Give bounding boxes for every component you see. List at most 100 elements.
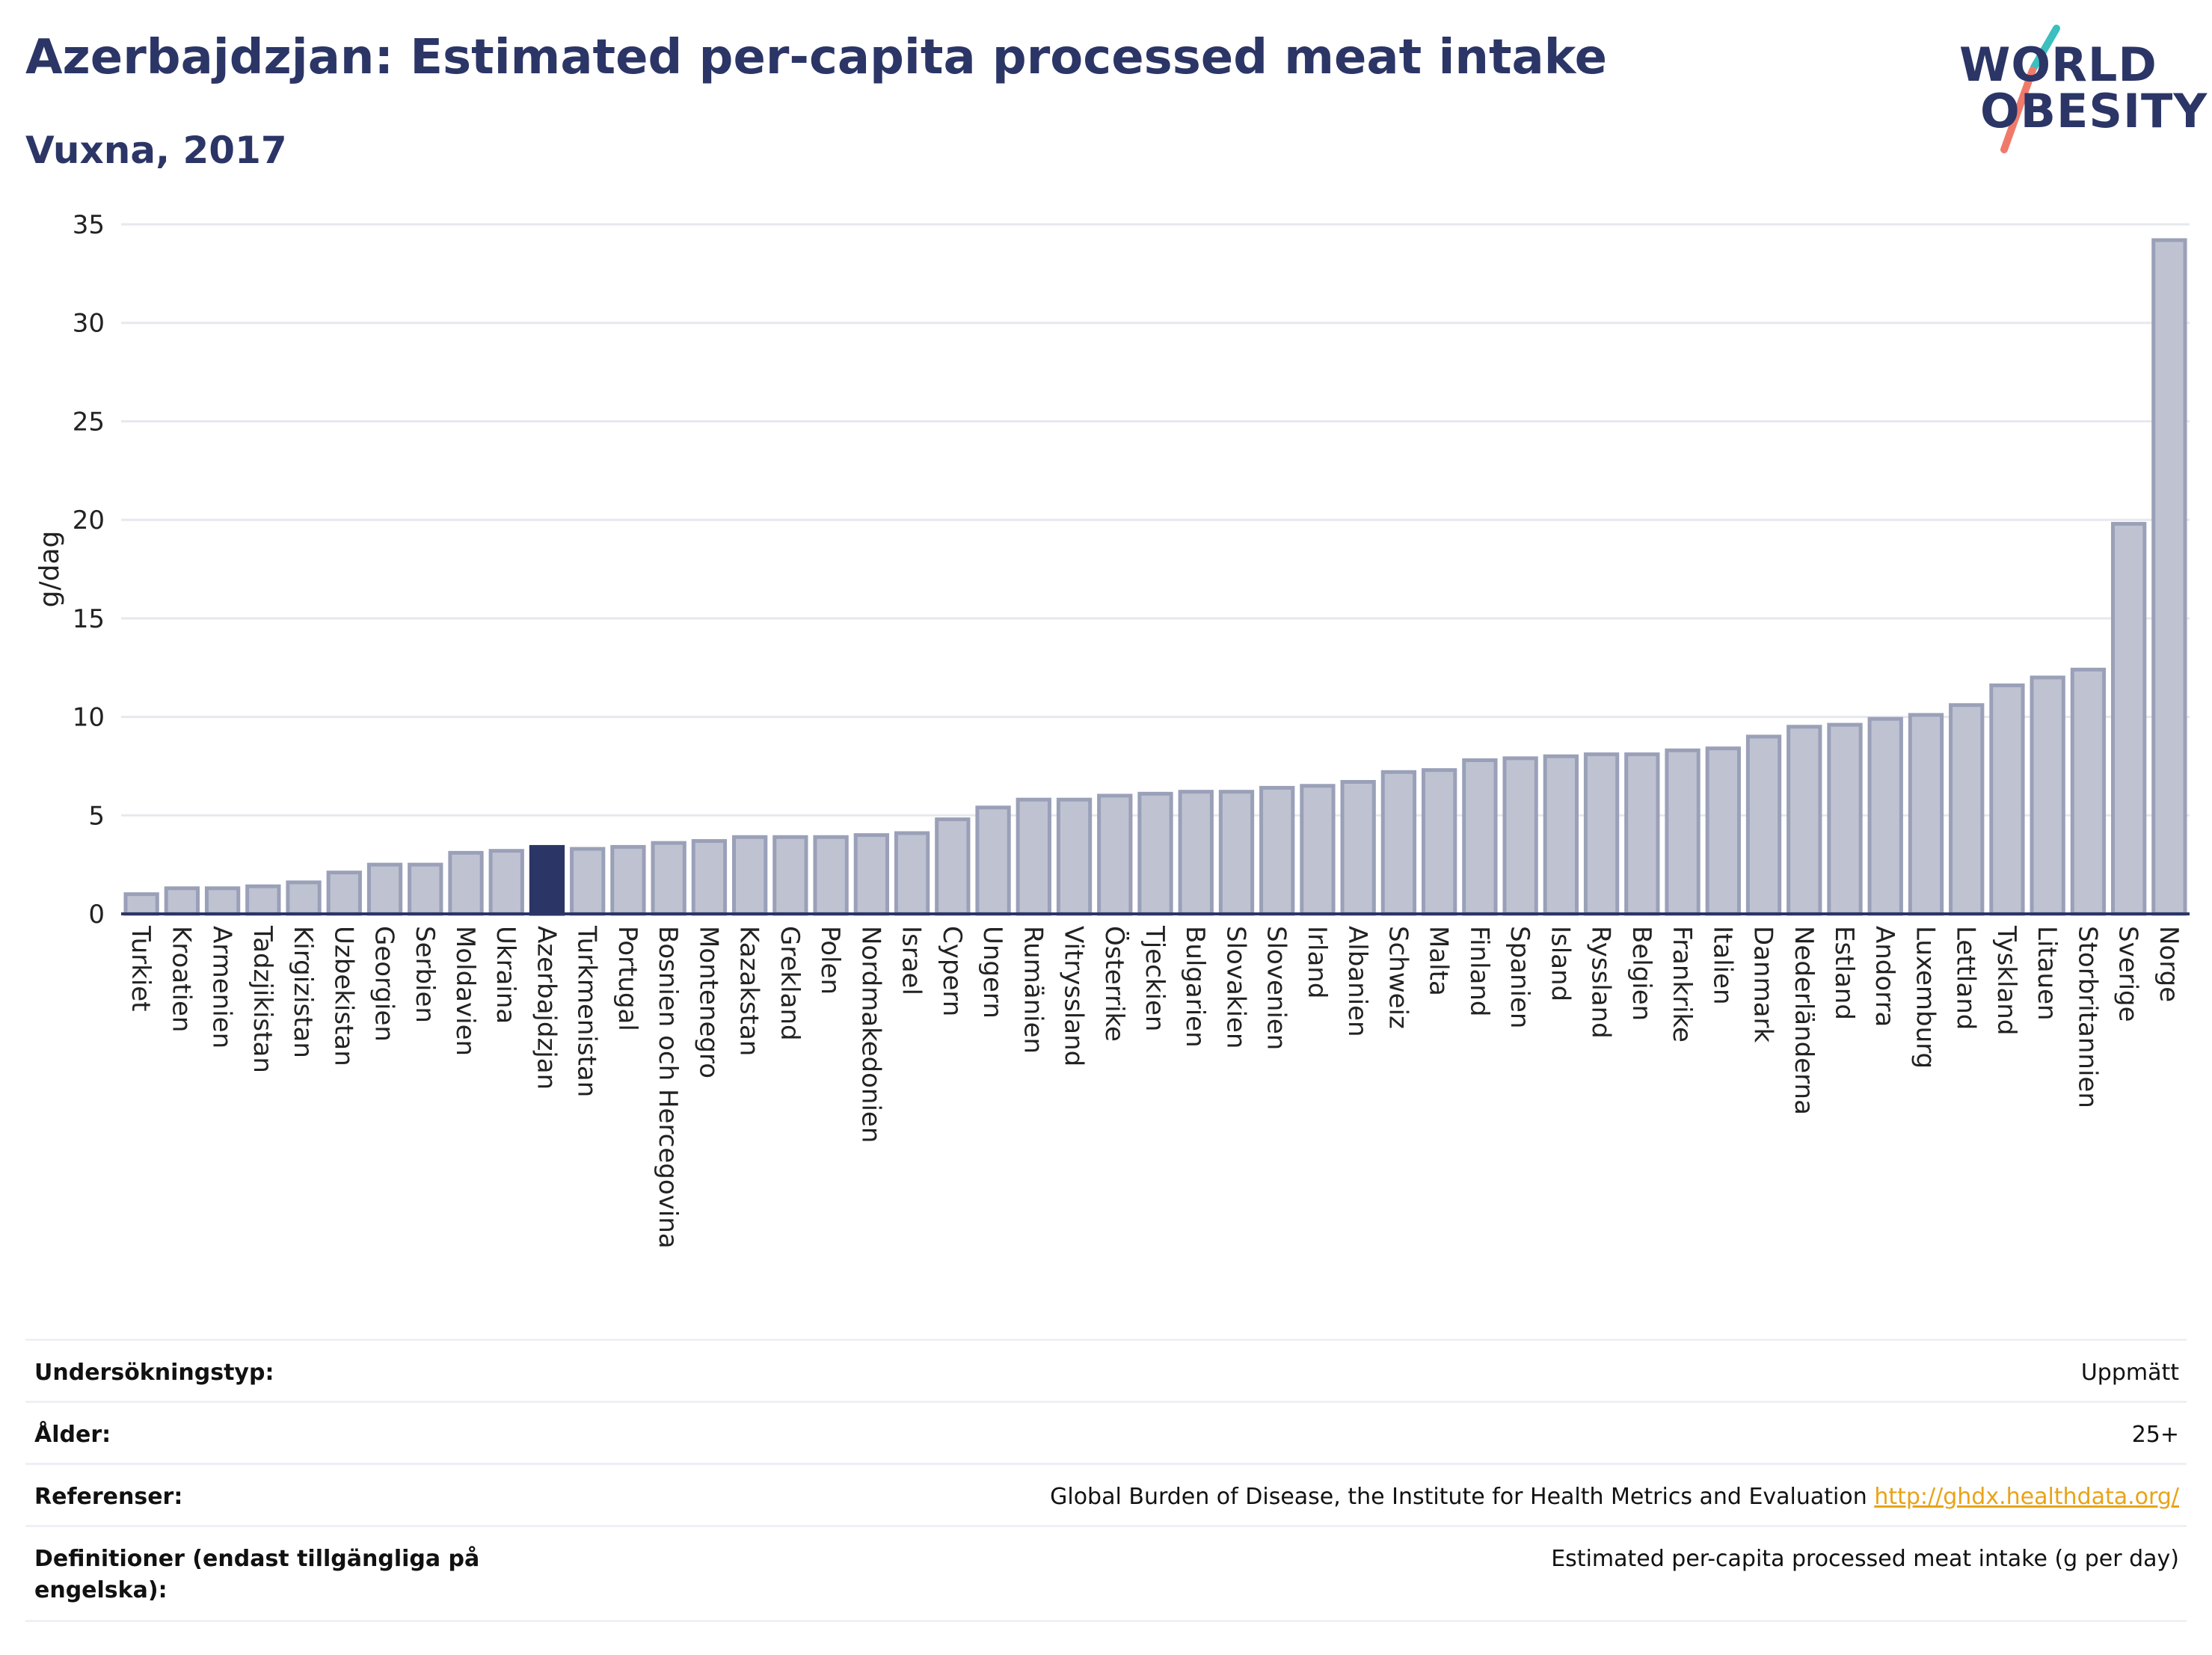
x-tick-label: Cypern: [937, 926, 967, 1016]
x-tick-label: Lettland: [1951, 926, 1981, 1030]
x-tick-label: Storbritannien: [2072, 926, 2102, 1108]
logo-slash-icon: [2000, 25, 2060, 153]
bar-bosnien-och-hercegovina[interactable]: [651, 841, 686, 916]
bar-irland[interactable]: [1300, 784, 1336, 916]
info-row-references: Referenser: Global Burden of Disease, th…: [25, 1463, 2187, 1525]
x-tick-label: Spanien: [1505, 926, 1534, 1028]
world-obesity-logo[interactable]: WORLD OBESITY: [1944, 22, 2207, 157]
x-tick-label: Azerbajdzjan: [531, 926, 561, 1090]
bar-serbien[interactable]: [408, 862, 443, 916]
y-tick-label: 0: [88, 900, 105, 930]
bar-georgien[interactable]: [366, 862, 403, 916]
bar-litauen[interactable]: [2030, 675, 2065, 916]
x-tick-label: Armenien: [207, 926, 237, 1048]
bar-kroatien[interactable]: [164, 886, 200, 916]
bar-malta[interactable]: [1421, 768, 1457, 916]
bar-slovenien[interactable]: [1259, 785, 1295, 916]
x-tick-label: Ryssland: [1586, 926, 1616, 1039]
bar-albanien[interactable]: [1340, 780, 1376, 916]
bar-grekland[interactable]: [772, 835, 808, 916]
bar-rumänien[interactable]: [1016, 797, 1051, 916]
bar-azerbajdzjan[interactable]: [529, 844, 565, 916]
bar-tyskland[interactable]: [1989, 683, 2025, 916]
x-tick-label: Andorra: [1870, 926, 1899, 1027]
y-tick-label: 5: [88, 801, 105, 831]
bar-cypern[interactable]: [935, 817, 971, 916]
bar-österrike[interactable]: [1097, 793, 1133, 916]
bar-turkiet[interactable]: [123, 892, 159, 916]
bar-nordmakedonien[interactable]: [853, 833, 890, 916]
x-tick-label: Turkmenistan: [572, 925, 602, 1097]
y-axis-label: g/dag: [34, 531, 65, 608]
x-tick-label: Malta: [1424, 926, 1454, 996]
bar-andorra[interactable]: [1867, 716, 1903, 916]
x-tick-label: Georgien: [369, 926, 399, 1042]
bar-uzbekistan[interactable]: [326, 871, 362, 916]
bar-kirgizistan[interactable]: [286, 880, 322, 916]
x-tick-label: Tjeckien: [1140, 925, 1170, 1031]
chart-title: Azerbajdzjan: Estimated per-capita proce…: [25, 30, 1607, 85]
bar-luxemburg[interactable]: [1908, 713, 1944, 916]
bar-ukraina[interactable]: [488, 849, 524, 916]
bar-sverige[interactable]: [2110, 521, 2147, 916]
x-tick-label: Kirgizistan: [288, 926, 318, 1058]
x-tick-label: Italien: [1707, 926, 1737, 1005]
reference-link[interactable]: http://ghdx.healthdata.org/: [1874, 1484, 2179, 1510]
info-table: Undersökningstyp: Uppmätt Ålder: 25+ Ref…: [25, 1339, 2187, 1622]
bar-italien[interactable]: [1705, 746, 1741, 916]
y-tick-label: 10: [73, 703, 105, 733]
bar-storbritannien[interactable]: [2070, 667, 2107, 916]
bar-montenegro[interactable]: [691, 839, 728, 916]
bar-slovakien[interactable]: [1218, 790, 1255, 916]
info-label: Undersökningstyp:: [34, 1360, 274, 1386]
info-value: Global Burden of Disease, the Institute …: [1050, 1481, 2179, 1513]
x-tick-label: Luxemburg: [1910, 926, 1940, 1069]
x-tick-label: Tyskland: [1991, 925, 2021, 1035]
bar-lettland[interactable]: [1949, 703, 1985, 916]
x-tick-label: Sverige: [2113, 926, 2143, 1022]
info-label: Referenser:: [34, 1484, 183, 1510]
y-tick-label: 15: [73, 604, 105, 634]
bar-frankrike[interactable]: [1665, 748, 1701, 916]
y-tick-label: 35: [73, 210, 105, 240]
bar-ungern[interactable]: [975, 805, 1011, 916]
bar-moldavien[interactable]: [448, 850, 484, 916]
y-tick-label: 30: [73, 309, 105, 339]
logo-word-obesity: OBESITY: [1980, 84, 2208, 138]
info-label: Ålder:: [34, 1422, 111, 1448]
bar-israel[interactable]: [894, 831, 930, 916]
x-tick-label: Frankrike: [1667, 926, 1697, 1043]
x-tick-label: Österrike: [1099, 926, 1130, 1042]
bar-island[interactable]: [1543, 754, 1579, 916]
x-tick-label: Polen: [815, 926, 845, 995]
bar-spanien[interactable]: [1502, 756, 1538, 916]
bar-ryssland[interactable]: [1583, 752, 1620, 916]
bar-finland[interactable]: [1462, 758, 1498, 916]
bar-belgien[interactable]: [1624, 752, 1660, 916]
x-tick-label: Vitryssland: [1059, 926, 1089, 1066]
x-tick-label: Moldavien: [450, 926, 480, 1056]
logo-word-world: WORLD: [1959, 37, 2157, 92]
bar-kazakstan[interactable]: [731, 835, 768, 916]
bar-tjeckien[interactable]: [1137, 791, 1173, 916]
bar-nederländerna[interactable]: [1787, 725, 1822, 916]
info-value: Estimated per-capita processed meat inta…: [1551, 1546, 2179, 1572]
info-value: Uppmätt: [2080, 1360, 2179, 1386]
bar-armenien[interactable]: [204, 886, 241, 916]
x-tick-label: Ukraina: [491, 926, 520, 1024]
x-tick-label: Nederländerna: [1789, 926, 1819, 1115]
x-tick-label: Kazakstan: [734, 926, 764, 1056]
bar-vitryssland[interactable]: [1056, 797, 1093, 916]
x-tick-label: Rumänien: [1018, 926, 1048, 1054]
bar-bulgarien[interactable]: [1178, 790, 1214, 916]
bar-danmark[interactable]: [1745, 734, 1782, 916]
bar-norge[interactable]: [2151, 238, 2187, 916]
bar-schweiz[interactable]: [1380, 770, 1417, 916]
x-tick-label: Belgien: [1626, 926, 1656, 1021]
x-tick-label: Grekland: [775, 926, 805, 1041]
bar-estland[interactable]: [1827, 722, 1863, 916]
bar-portugal[interactable]: [610, 844, 646, 916]
bar-polen[interactable]: [813, 835, 849, 916]
bar-turkmenistan[interactable]: [570, 847, 606, 916]
bar-tadzjikistan[interactable]: [245, 884, 281, 916]
